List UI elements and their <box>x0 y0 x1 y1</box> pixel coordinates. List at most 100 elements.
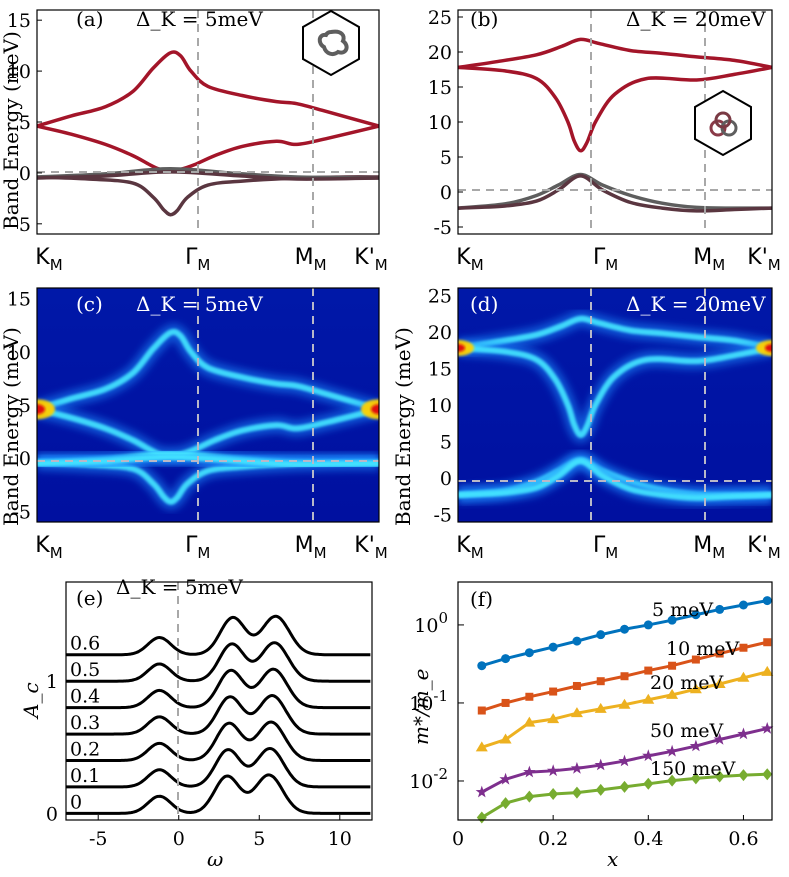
f-series-line <box>481 670 768 749</box>
y-tick-label: 15 <box>7 289 31 311</box>
x-tick-label: KM <box>456 533 483 562</box>
c-x-tick-labels: KM ΓM MM K'M <box>35 533 387 562</box>
hotspot-core <box>37 404 45 415</box>
e-x-axis-label: ω <box>207 847 223 871</box>
f-marker <box>499 772 512 785</box>
f-marker <box>619 780 630 793</box>
e-curve-label: 0.2 <box>70 739 100 761</box>
f-panel-label: (f) <box>470 587 493 611</box>
d-title: Δ_K = 20meV <box>626 292 766 316</box>
b-x-tick-labels: KM ΓM MM K'M <box>456 245 780 274</box>
e-curve <box>66 694 371 736</box>
f-marker <box>691 610 701 620</box>
y-tick-label: 10 <box>428 112 452 134</box>
f-x-axis-label: x <box>607 847 618 871</box>
x-tick-label: 0.2 <box>538 828 568 850</box>
x-tick-label: KM <box>35 245 62 274</box>
x-tick-label: 5 <box>253 828 265 850</box>
hotspot <box>37 399 55 420</box>
intensity-core <box>458 345 772 438</box>
x-tick-label: MM <box>693 245 725 274</box>
y-tick-label: 15 <box>7 10 31 32</box>
d-axes-box <box>457 287 773 523</box>
f-y-tick-labels: 10-2 10-1 100 <box>409 609 464 793</box>
hotspot-core <box>458 343 465 352</box>
f-marker <box>476 811 487 824</box>
y-tick-label: 5 <box>440 432 452 454</box>
a-y-axis-label: Band Energy (meV) <box>0 31 23 230</box>
intensity-core <box>458 458 772 501</box>
f-marker <box>572 681 581 690</box>
f-marker <box>737 671 750 682</box>
f-marker <box>642 749 655 762</box>
a-band-line-lower <box>37 175 379 217</box>
f-marker <box>644 666 653 675</box>
f-marker <box>714 770 725 783</box>
f-marker <box>570 761 584 774</box>
f-marker <box>643 620 653 630</box>
f-marker <box>524 790 535 803</box>
x-tick-label: MM <box>693 533 725 562</box>
f-marker <box>523 765 536 778</box>
y-tick-label: 0 <box>46 803 58 825</box>
f-marker <box>762 768 773 781</box>
y-tick-label: 5 <box>19 395 31 417</box>
a-title: Δ_K = 5meV <box>136 7 263 31</box>
panel-f-series <box>475 596 774 824</box>
y-tick-label: 15 <box>428 77 452 99</box>
panel-d-intensity <box>458 310 772 506</box>
x-tick-label: K'M <box>747 533 780 562</box>
f-marker <box>524 648 534 658</box>
panel-e-curves <box>65 614 371 815</box>
f-marker <box>715 649 724 658</box>
y-tick-label: 10 <box>428 395 452 417</box>
x-tick-label: ΓM <box>593 533 618 562</box>
panel-c: -5 0 5 10 15 KM ΓM MM K'M (c) Δ_K = 5meV Band E… <box>0 287 388 562</box>
hotspot <box>361 399 379 420</box>
y-tick-label: 25 <box>428 285 452 307</box>
b-inset-hexagon-icon <box>694 89 752 157</box>
f-marker <box>549 687 558 696</box>
f-marker <box>642 693 655 704</box>
x-tick-label: ΓM <box>593 245 618 274</box>
b-band-line-middle <box>458 65 772 153</box>
f-marker <box>643 777 654 790</box>
f-marker <box>689 739 703 752</box>
c-y-tick-labels: -5 0 5 10 15 <box>7 289 31 524</box>
f-marker <box>738 600 748 610</box>
f-marker <box>475 741 488 752</box>
x-tick-label: KM <box>35 533 62 562</box>
x-tick-label: K'M <box>354 533 387 562</box>
y-tick-label: -5 <box>12 501 31 523</box>
d-panel-label: (d) <box>470 292 498 316</box>
panel-a-band-lines <box>37 50 379 217</box>
f-marker <box>737 727 750 740</box>
f-marker <box>525 692 534 701</box>
d-x-tick-labels: KM ΓM MM K'M <box>456 533 780 562</box>
e-curve-label: 0.3 <box>70 712 100 734</box>
e-curve-label: 0.1 <box>70 765 100 787</box>
panel-d: -5 0 5 10 15 20 25 KM ΓM MM K'M (d) Δ_K = 20meV B… <box>391 285 781 562</box>
y-tick-label: 15 <box>428 358 452 380</box>
y-tick-label: 20 <box>428 322 452 344</box>
f-marker <box>477 661 487 671</box>
a-band-line-upper <box>37 50 379 128</box>
a-x-tick-labels: KM ΓM MM K'M <box>35 245 387 274</box>
f-marker <box>596 677 605 686</box>
e-curve-label: 0.4 <box>70 686 100 708</box>
y-tick-label: -5 <box>433 505 452 527</box>
y-tick-label: 10 <box>7 61 31 83</box>
c-axes-box <box>36 287 380 523</box>
x-tick-label: 10 <box>328 828 352 850</box>
x-tick-label: 0 <box>173 828 185 850</box>
a-inset-hexagon-icon <box>302 9 360 77</box>
d-y-tick-labels: -5 0 5 10 15 20 25 <box>428 285 452 526</box>
intensity-core <box>458 315 772 351</box>
b-y-tick-labels: -5 0 5 10 15 20 25 <box>428 7 463 239</box>
panel-e: -5 0 5 10 01 00.10.20.30.40.50.6 (e) Δ_K = … <box>19 575 373 871</box>
e-curve <box>66 614 371 657</box>
f-series-label: 5 meV <box>652 599 713 621</box>
y-tick-label: 0 <box>19 448 31 470</box>
c-panel-label: (c) <box>76 292 103 316</box>
